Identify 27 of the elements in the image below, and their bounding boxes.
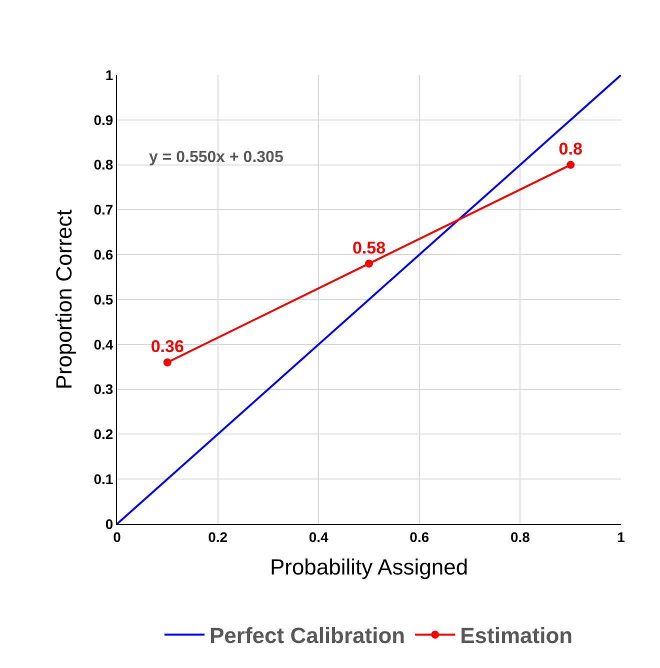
x-tick-label: 1: [617, 528, 626, 545]
y-tick-label: 0.7: [94, 202, 114, 218]
y-tick-label: 0.6: [94, 246, 114, 262]
x-tick-label: 0.6: [410, 528, 430, 545]
point: [365, 260, 373, 268]
data-label: 0.58: [352, 238, 386, 258]
y-tick-label: 1: [105, 66, 114, 83]
x-tick-label: 0.4: [308, 528, 329, 545]
y-tick-label: 0.9: [94, 112, 114, 128]
y-tick-label: 0: [105, 516, 114, 532]
x-tick-label: 0.2: [208, 528, 228, 545]
y-tick-label: 0.8: [94, 156, 114, 173]
annotation: y = 0.550x + 0.305: [149, 149, 284, 166]
y-tick-label: 0.5: [94, 291, 114, 308]
y-axis-title: Proportion Correct: [52, 210, 77, 390]
y-tick-label: 0.2: [94, 426, 114, 442]
y-tick-label: 0.3: [94, 381, 114, 398]
point: [566, 160, 575, 169]
data-label: 0.36: [150, 337, 184, 356]
y-tick-label: 0.4: [94, 336, 114, 352]
x-axis-title: Probability Assigned: [270, 554, 468, 580]
legend-label: Estimation: [460, 623, 573, 648]
y-tick-label: 0.1: [94, 471, 114, 487]
point: [163, 358, 172, 366]
legend-label: Perfect Calibration: [210, 623, 406, 648]
x-tick-label: 0.8: [510, 528, 530, 545]
data-label: 0.8: [558, 140, 582, 159]
